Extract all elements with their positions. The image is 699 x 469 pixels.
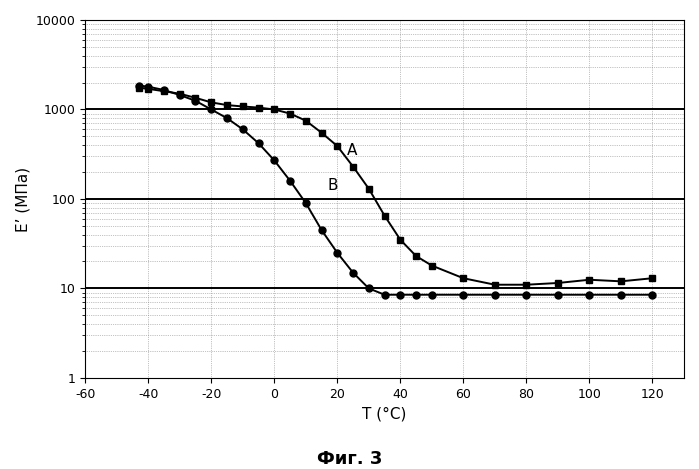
X-axis label: T (°C): T (°C) — [362, 406, 407, 421]
Text: Фиг. 3: Фиг. 3 — [317, 450, 382, 469]
Y-axis label: E’ (МПа): E’ (МПа) — [15, 166, 30, 232]
Text: B: B — [328, 178, 338, 193]
Text: A: A — [347, 143, 357, 158]
